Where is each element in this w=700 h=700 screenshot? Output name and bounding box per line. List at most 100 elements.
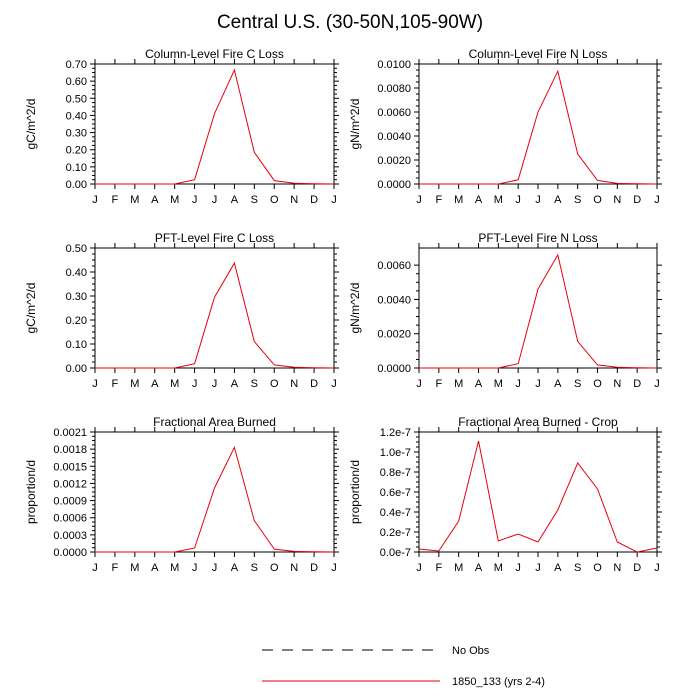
x-tick-label: O (270, 378, 279, 390)
chart-panel-5: Fractional Area Burned proportion/d 0.0000… (24, 415, 339, 574)
y-tick-label: 1.2e-7 (380, 427, 411, 439)
y-tick-label: 0.0009 (53, 496, 87, 508)
x-tick-label: F (435, 562, 442, 574)
y-axis-label: proportion/d (24, 460, 38, 524)
x-tick-label: S (574, 194, 581, 206)
x-tick-label: J (331, 562, 337, 574)
x-tick-label: S (574, 562, 581, 574)
plot-frame (94, 63, 335, 185)
x-tick-label: N (290, 194, 298, 206)
x-tick-label: S (251, 194, 258, 206)
y-tick-label: 0.0012 (53, 478, 87, 490)
x-tick-label: A (151, 562, 159, 574)
series-line (418, 440, 658, 553)
x-tick-label: J (654, 378, 660, 390)
panel-title: Fractional Area Burned - Crop (458, 415, 618, 429)
chart-panel-2: Column-Level Fire N Loss gN/m^2/d 0.0000 0.… (348, 47, 662, 206)
y-tick-label: 0.0000 (53, 547, 87, 559)
panel-title: Column-Level Fire N Loss (469, 47, 608, 61)
x-tick-label: D (633, 562, 641, 574)
y-tick-label: 0.70 (66, 59, 87, 71)
x-tick-label: O (593, 194, 602, 206)
y-tick-label: 0.4e-7 (380, 507, 411, 519)
x-tick-label: J (416, 562, 422, 574)
x-tick-label: S (251, 378, 258, 390)
series-line (95, 68, 335, 185)
x-tick-label: J (92, 562, 98, 574)
y-tick-label: 0.50 (66, 93, 87, 105)
y-tick-label: 0.0000 (377, 179, 411, 191)
plot-frame (418, 63, 658, 185)
x-tick-label: D (310, 562, 318, 574)
y-tick-label: 0.50 (66, 243, 87, 255)
x-tick-label: N (613, 194, 621, 206)
y-tick-label: 0.0100 (377, 59, 411, 71)
y-tick-label: 1.0e-7 (380, 447, 411, 459)
series-line (419, 253, 658, 369)
x-tick-label: S (251, 562, 258, 574)
y-tick-label: 0.0040 (377, 294, 411, 306)
x-tick-label: J (535, 562, 541, 574)
x-tick-label: M (170, 378, 179, 390)
x-tick-label: A (231, 194, 239, 206)
x-tick-label: J (92, 194, 98, 206)
x-tick-label: O (270, 562, 279, 574)
y-tick-label: 0.30 (66, 291, 87, 303)
y-tick-label: 0.0060 (377, 260, 411, 272)
x-tick-label: J (212, 378, 218, 390)
x-tick-label: F (112, 562, 119, 574)
y-axis-label: gN/m^2/d (348, 99, 362, 150)
panel-title: PFT-Level Fire N Loss (478, 231, 597, 245)
x-tick-label: M (454, 194, 463, 206)
x-tick-label: J (535, 378, 541, 390)
x-tick-label: M (494, 562, 503, 574)
x-tick-label: N (613, 378, 621, 390)
y-axis-label: proportion/d (348, 460, 362, 524)
x-tick-label: M (494, 194, 503, 206)
x-tick-label: J (192, 562, 198, 574)
y-tick-label: 0.2e-7 (380, 527, 411, 539)
y-tick-label: 0.40 (66, 110, 87, 122)
chart-panel-1: Column-Level Fire C Loss gC/m^2/d 0.00 0.10… (24, 47, 339, 206)
x-tick-label: J (654, 194, 660, 206)
y-tick-label: 0.40 (66, 267, 87, 279)
x-tick-label: J (515, 378, 521, 390)
y-tick-label: 0.60 (66, 76, 87, 88)
x-tick-label: J (654, 562, 660, 574)
y-axis-label: gC/m^2/d (24, 283, 38, 334)
x-tick-label: J (515, 562, 521, 574)
x-tick-label: A (475, 194, 483, 206)
x-tick-label: J (212, 562, 218, 574)
y-axis-label: gN/m^2/d (348, 283, 362, 334)
x-tick-label: F (112, 194, 119, 206)
x-tick-label: D (310, 194, 318, 206)
y-tick-label: 0.0080 (377, 83, 411, 95)
x-tick-label: A (231, 378, 239, 390)
x-tick-label: J (192, 194, 198, 206)
x-tick-label: M (130, 194, 139, 206)
x-tick-label: A (554, 378, 562, 390)
x-tick-label: D (310, 378, 318, 390)
x-tick-label: J (192, 378, 198, 390)
y-tick-label: 0.0020 (377, 329, 411, 341)
x-tick-label: M (170, 562, 179, 574)
x-tick-label: J (92, 378, 98, 390)
plot-frame (418, 247, 658, 369)
y-tick-label: 0.0040 (377, 131, 411, 143)
y-tick-label: 0.0060 (377, 107, 411, 119)
x-tick-label: M (494, 378, 503, 390)
x-tick-label: M (454, 562, 463, 574)
x-tick-label: J (212, 194, 218, 206)
x-tick-label: J (416, 194, 422, 206)
y-tick-label: 0.0020 (377, 155, 411, 167)
x-tick-label: J (331, 378, 337, 390)
x-tick-label: N (613, 562, 621, 574)
x-tick-label: M (130, 562, 139, 574)
y-tick-label: 0.0e-7 (380, 547, 411, 559)
y-tick-label: 0.6e-7 (380, 487, 411, 499)
x-tick-label: J (515, 194, 521, 206)
x-tick-label: D (633, 194, 641, 206)
y-tick-label: 0.20 (66, 315, 87, 327)
x-tick-label: M (130, 378, 139, 390)
